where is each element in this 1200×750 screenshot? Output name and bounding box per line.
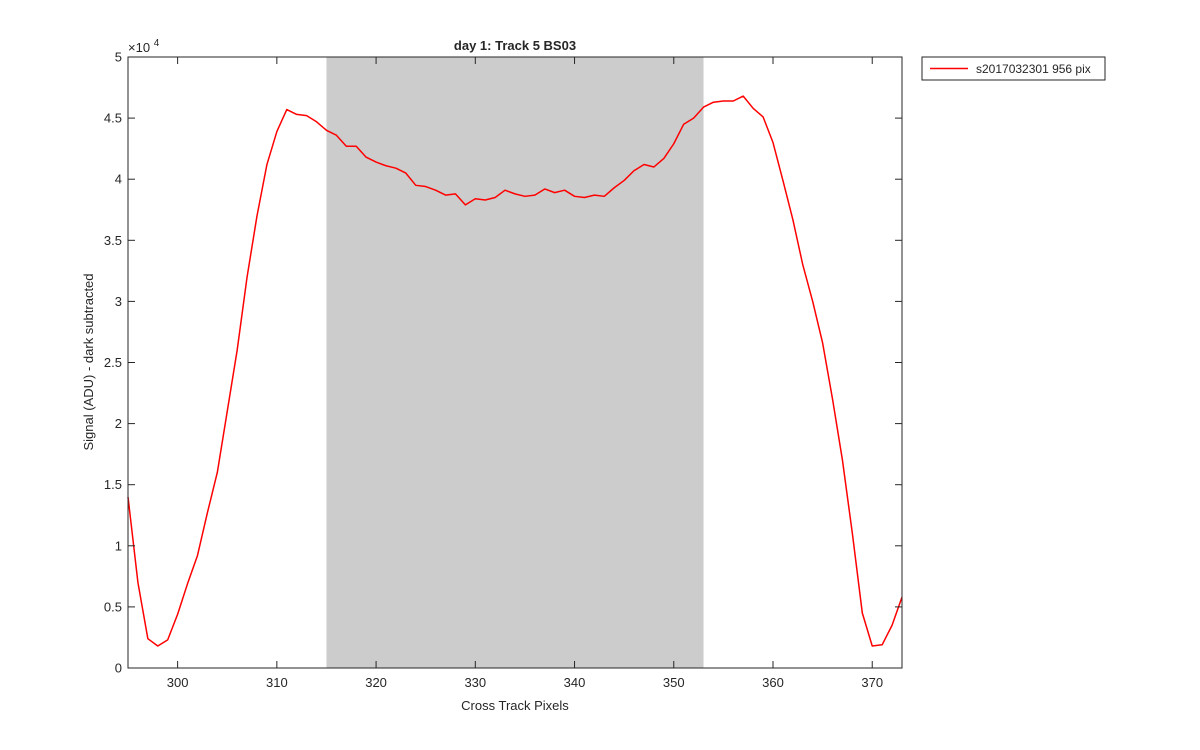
y-axis-exponent-power: 4 [154,38,160,49]
x-tick-label: 360 [762,675,784,690]
x-tick-label: 300 [167,675,189,690]
y-axis-label: Signal (ADU) - dark subtracted [81,273,96,450]
y-axis-exponent-base: ×10 [128,40,150,55]
legend: s2017032301 956 pix [921,56,1106,81]
y-tick-label: 0.5 [104,599,122,614]
x-tick-label: 310 [266,675,288,690]
x-tick-label: 350 [663,675,685,690]
y-tick-label: 3 [115,294,122,309]
x-tick-label: 320 [365,675,387,690]
legend-entry-label: s2017032301 956 pix [976,62,1091,76]
y-axis-ticks: 0 0.5 1 1.5 2 2.5 3 3.5 4 4.5 5 [104,50,902,676]
y-tick-label: 1.5 [104,477,122,492]
y-tick-label: 1 [115,538,122,553]
y-tick-label: 0 [115,661,122,676]
x-tick-label: 330 [464,675,486,690]
shaded-region [326,57,704,668]
y-tick-label: 3.5 [104,233,122,248]
y-tick-label: 2.5 [104,355,122,370]
x-axis-ticks: 300 310 320 330 340 350 360 370 [167,57,883,690]
y-tick-label: 2 [115,416,122,431]
x-tick-label: 370 [861,675,883,690]
y-tick-label: 4.5 [104,111,122,126]
chart-title: day 1: Track 5 BS03 [454,38,576,53]
x-axis-label: Cross Track Pixels [461,698,569,713]
series-layer [127,95,903,647]
shaded-region-layer [326,57,704,668]
y-tick-label: 4 [115,172,122,187]
legend-box [921,56,1106,81]
y-tick-label: 5 [115,50,122,65]
series-line [127,95,903,647]
x-tick-label: 340 [564,675,586,690]
y-axis-exponent: ×10 4 [128,38,160,55]
